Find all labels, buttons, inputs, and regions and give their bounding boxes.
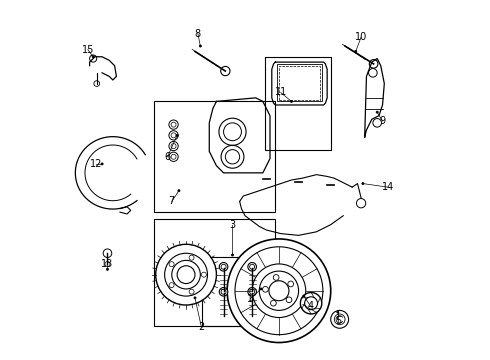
Circle shape [288,281,294,287]
Circle shape [156,244,217,305]
Circle shape [305,297,318,310]
Circle shape [189,289,194,294]
Circle shape [225,150,240,164]
Circle shape [362,183,364,185]
Text: 3: 3 [229,220,236,230]
Bar [154,219,275,327]
Circle shape [331,310,348,328]
Circle shape [369,60,378,68]
Circle shape [303,295,305,297]
Text: 10: 10 [355,32,367,42]
Circle shape [171,122,176,127]
Text: 6: 6 [165,152,171,162]
Circle shape [219,118,246,145]
Circle shape [223,123,242,141]
Circle shape [169,283,174,288]
Bar [265,57,331,150]
Circle shape [249,264,255,269]
Circle shape [249,289,255,294]
Circle shape [376,111,378,113]
Circle shape [220,66,230,76]
Circle shape [252,264,306,318]
Circle shape [300,293,322,314]
Circle shape [248,288,256,296]
Circle shape [220,262,228,271]
Circle shape [171,133,176,138]
Circle shape [227,239,331,342]
Text: 1: 1 [247,294,253,303]
Circle shape [169,131,178,140]
Circle shape [248,262,256,271]
Circle shape [169,120,178,129]
Circle shape [92,56,94,58]
Text: 7: 7 [169,197,175,206]
Circle shape [269,281,289,301]
Circle shape [291,100,293,103]
Text: 12: 12 [90,159,102,169]
Circle shape [220,288,228,296]
Bar [277,64,322,102]
Circle shape [176,134,178,136]
Circle shape [235,247,323,335]
Circle shape [286,297,292,303]
Circle shape [337,311,339,313]
Text: 13: 13 [101,259,114,269]
Circle shape [103,249,112,257]
Circle shape [199,45,201,47]
Circle shape [260,288,262,290]
Circle shape [355,50,357,53]
Circle shape [189,255,194,260]
Text: 11: 11 [274,87,287,98]
Circle shape [169,262,174,267]
Circle shape [105,261,110,266]
Circle shape [165,253,207,296]
Circle shape [356,199,366,208]
Circle shape [334,314,345,325]
Circle shape [169,141,178,151]
Bar [154,102,275,212]
Circle shape [171,144,176,149]
Circle shape [178,190,180,192]
Circle shape [373,118,381,127]
Circle shape [94,81,99,86]
Circle shape [194,297,196,299]
Text: 9: 9 [379,116,386,126]
Circle shape [221,264,226,269]
Circle shape [273,275,279,280]
Circle shape [106,268,109,270]
Circle shape [90,55,97,62]
Circle shape [221,145,244,168]
Circle shape [172,260,200,289]
Circle shape [259,271,298,310]
Bar [202,257,275,327]
Text: 15: 15 [82,45,94,55]
Circle shape [201,272,206,277]
Circle shape [270,300,276,306]
Circle shape [221,289,226,294]
Text: 5: 5 [335,316,341,326]
Circle shape [169,152,178,161]
Circle shape [171,154,176,159]
Circle shape [263,287,269,292]
Text: 8: 8 [195,28,201,39]
Circle shape [231,254,234,256]
Circle shape [177,266,195,284]
Circle shape [368,68,377,77]
Circle shape [101,163,103,165]
Text: 4: 4 [307,301,314,311]
Text: 14: 14 [382,182,394,192]
Text: 2: 2 [198,322,204,332]
